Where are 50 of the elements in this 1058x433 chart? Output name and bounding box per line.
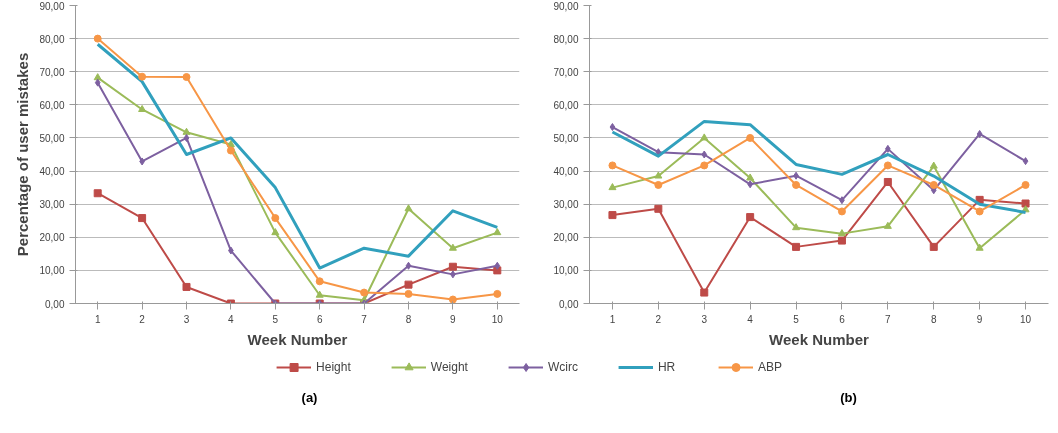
x-axis-title: Week Number <box>769 330 870 348</box>
text: (a) <box>301 389 318 407</box>
x-tick-label: 1 <box>609 313 616 325</box>
legend-label: Wcirc <box>547 360 578 374</box>
x-tick-label: 4 <box>228 313 235 325</box>
legend-label: HR <box>657 360 677 374</box>
x-tick-label: 7 <box>885 313 892 325</box>
y-tick-label: 80,00 <box>553 33 579 45</box>
legend-label: Height <box>316 360 351 374</box>
x-tick-label: 6 <box>839 313 846 325</box>
x-tick-label: 10 <box>1019 313 1032 325</box>
y-tick-label: 40,00 <box>553 166 579 178</box>
y-tick-label: 20,00 <box>553 232 579 244</box>
x-tick-label: 6 <box>316 313 323 325</box>
x-axis-title: Week Number <box>247 330 348 348</box>
y-tick-label: 30,00 <box>553 199 579 211</box>
y-tick-label: 10,00 <box>553 265 579 277</box>
x-tick-label: 2 <box>655 313 662 325</box>
text: (b) <box>840 389 857 407</box>
x-tick-label: 9 <box>450 313 457 325</box>
y-tick-label: 0,00 <box>45 298 65 310</box>
y-tick-label: 90,00 <box>39 0 65 12</box>
y-tick-label: 70,00 <box>553 66 579 78</box>
y-axis-title: Percentage of user mistakes <box>14 52 32 257</box>
x-tick-label: 8 <box>930 313 937 325</box>
x-tick-label: 7 <box>361 313 368 325</box>
x-tick-label: 5 <box>793 313 800 325</box>
legend-label: ABP <box>757 360 782 374</box>
legend-label: Weight <box>430 360 468 374</box>
x-tick-label: 3 <box>701 313 708 325</box>
x-tick-label: 10 <box>491 313 504 325</box>
x-tick-label: 5 <box>272 313 279 325</box>
y-tick-label: 60,00 <box>553 99 579 111</box>
y-tick-label: 30,00 <box>39 199 65 211</box>
x-tick-label: 3 <box>183 313 190 325</box>
x-tick-label: 8 <box>405 313 412 325</box>
y-tick-label: 0,00 <box>559 298 579 310</box>
y-tick-label: 70,00 <box>39 66 65 78</box>
y-tick-label: 10,00 <box>39 265 65 277</box>
y-tick-label: 60,00 <box>39 99 65 111</box>
y-tick-label: 50,00 <box>553 132 579 144</box>
x-tick-label: 9 <box>976 313 983 325</box>
x-tick-label: 1 <box>94 313 101 325</box>
x-tick-label: 2 <box>139 313 146 325</box>
y-tick-label: 80,00 <box>39 33 65 45</box>
y-tick-label: 40,00 <box>39 166 65 178</box>
y-tick-label: 90,00 <box>553 0 579 12</box>
y-tick-label: 20,00 <box>39 232 65 244</box>
y-tick-label: 50,00 <box>39 132 65 144</box>
x-tick-label: 4 <box>747 313 754 325</box>
